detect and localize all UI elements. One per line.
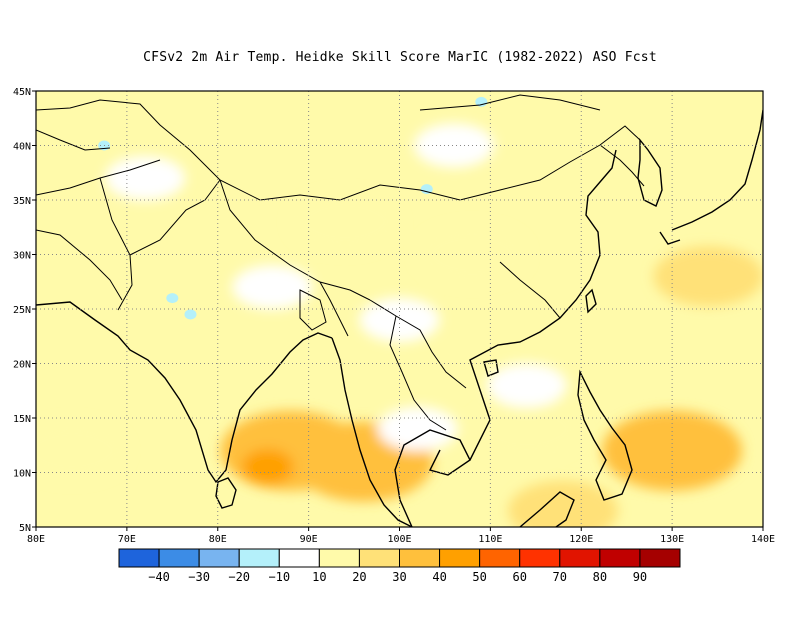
x-tick-label-8: 140E bbox=[751, 534, 775, 545]
neutral-region-3 bbox=[105, 156, 186, 201]
neutral-region-4 bbox=[486, 363, 567, 408]
y-tick-label-2: 35N bbox=[13, 196, 31, 207]
colorbar-swatch-0 bbox=[118, 548, 160, 568]
x-tick-label-2: 80E bbox=[209, 534, 227, 545]
indochina-coast bbox=[394, 429, 471, 527]
negative-spot-0 bbox=[166, 293, 179, 304]
colorbar-label-5: 20 bbox=[352, 570, 366, 584]
colorbar-swatch-5 bbox=[318, 548, 360, 568]
taiwan bbox=[585, 288, 597, 314]
y-tick-label-8: 5N bbox=[19, 523, 31, 534]
colorbar-swatch-7 bbox=[399, 548, 441, 568]
colorbar-swatch-13 bbox=[639, 548, 681, 568]
borneo bbox=[519, 491, 575, 527]
score-region-1 bbox=[241, 449, 294, 486]
colorbar-label-4: 10 bbox=[312, 570, 326, 584]
neutral-region-5 bbox=[377, 406, 458, 451]
colorbar-swatch-11 bbox=[559, 548, 601, 568]
colorbar-label-2: −20 bbox=[228, 570, 250, 584]
y-tick-label-4: 25N bbox=[13, 305, 31, 316]
y-tick-label-7: 10N bbox=[13, 469, 31, 480]
colorbar-swatch-8 bbox=[439, 548, 481, 568]
score-region-8 bbox=[289, 191, 400, 252]
y-tick-label-3: 30N bbox=[13, 251, 31, 262]
colorbar-swatch-9 bbox=[479, 548, 521, 568]
x-axis: 80E 70E 80E 90E 100E 110E 120E 130E 140E bbox=[27, 527, 775, 545]
score-region-3 bbox=[602, 410, 743, 491]
x-tick-label-3: 90E bbox=[300, 534, 318, 545]
x-tick-label-1: 70E bbox=[118, 534, 136, 545]
sri-lanka bbox=[215, 477, 237, 509]
coastlines bbox=[36, 109, 763, 527]
x-tick-label-6: 120E bbox=[569, 534, 593, 545]
score-region-6 bbox=[653, 246, 763, 307]
y-tick-label-5: 20N bbox=[13, 360, 31, 371]
colorbar-label-0: −40 bbox=[148, 570, 170, 584]
score-region-5 bbox=[471, 398, 582, 459]
x-tick-label-4: 100E bbox=[387, 534, 411, 545]
negative-spot-1 bbox=[184, 309, 197, 320]
chart-title: CFSv2 2m Air Temp. Heidke Skill Score Ma… bbox=[143, 50, 657, 65]
india-coast bbox=[36, 301, 333, 484]
colorbar-label-1: −30 bbox=[188, 570, 210, 584]
colorbar-label-6: 30 bbox=[392, 570, 406, 584]
colorbar: −40 −30 −20 −10 10 20 30 40 50 60 70 80 90 bbox=[118, 548, 681, 584]
philippines bbox=[577, 369, 633, 501]
korea bbox=[637, 138, 663, 207]
colorbar-swatch-1 bbox=[158, 548, 200, 568]
score-field bbox=[36, 91, 763, 527]
neutral-region-1 bbox=[414, 123, 495, 168]
score-region-4 bbox=[508, 480, 619, 527]
x-tick-label-5: 110E bbox=[478, 534, 502, 545]
colorbar-label-8: 50 bbox=[472, 570, 486, 584]
hainan bbox=[483, 359, 499, 377]
vietnam-china-coast bbox=[469, 149, 617, 461]
japan bbox=[659, 109, 763, 245]
score-region-7 bbox=[36, 420, 128, 481]
colorbar-label-7: 40 bbox=[432, 570, 446, 584]
colorbar-swatch-12 bbox=[599, 548, 641, 568]
colorbar-swatch-2 bbox=[198, 548, 240, 568]
y-axis: 45N 40N 35N 30N 25N 20N 15N 10N 5N bbox=[13, 87, 36, 534]
colorbar-label-12: 90 bbox=[633, 570, 647, 584]
neutral-region-2 bbox=[232, 265, 313, 310]
y-tick-label-1: 40N bbox=[13, 142, 31, 153]
y-tick-label-0: 45N bbox=[13, 87, 31, 98]
y-tick-label-6: 15N bbox=[13, 414, 31, 425]
grid-lines bbox=[36, 91, 763, 527]
colorbar-label-9: 60 bbox=[512, 570, 526, 584]
myanmar-thailand-coast bbox=[331, 337, 413, 527]
colorbar-swatch-10 bbox=[519, 548, 561, 568]
colorbar-label-3: −10 bbox=[268, 570, 290, 584]
colorbar-label-11: 80 bbox=[593, 570, 607, 584]
x-tick-label-0: 80E bbox=[27, 534, 45, 545]
colorbar-label-10: 70 bbox=[553, 570, 567, 584]
colorbar-swatch-6 bbox=[358, 548, 400, 568]
colorbar-swatch-4 bbox=[278, 548, 320, 568]
colorbar-swatch-3 bbox=[238, 548, 280, 568]
negative-spot-3 bbox=[420, 184, 433, 195]
x-tick-label-7: 130E bbox=[660, 534, 684, 545]
